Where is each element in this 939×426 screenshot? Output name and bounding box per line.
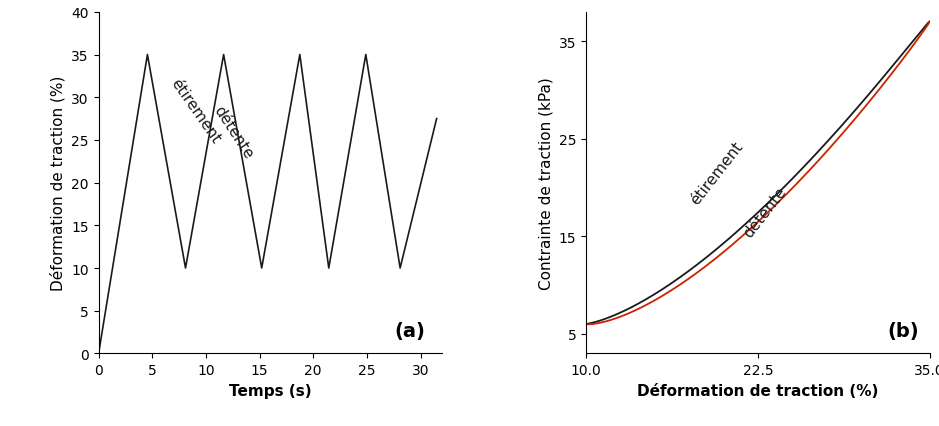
Text: détente: détente — [741, 184, 789, 241]
Text: étirement: étirement — [687, 139, 746, 207]
Text: étirement: étirement — [167, 76, 223, 146]
Text: (a): (a) — [394, 321, 424, 340]
X-axis label: Déformation de traction (%): Déformation de traction (%) — [638, 383, 879, 398]
Text: détente: détente — [210, 103, 255, 161]
Y-axis label: Déformation de traction (%): Déformation de traction (%) — [50, 76, 66, 291]
X-axis label: Temps (s): Temps (s) — [229, 383, 312, 398]
Text: (b): (b) — [887, 321, 919, 340]
Y-axis label: Contrainte de traction (kPa): Contrainte de traction (kPa) — [538, 77, 553, 289]
